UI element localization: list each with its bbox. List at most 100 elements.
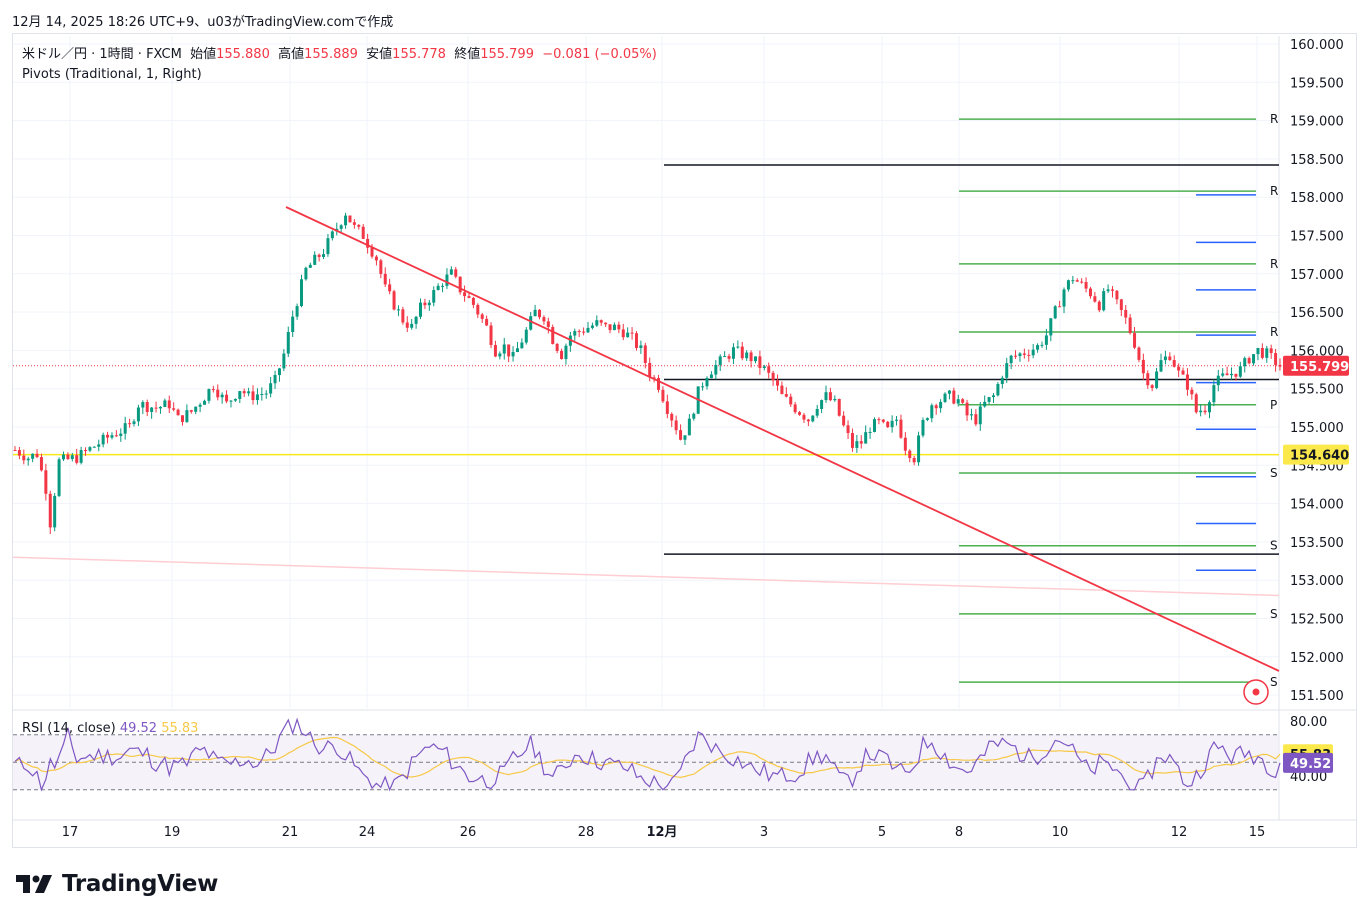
tradingview-logo[interactable]: TradingView: [16, 871, 218, 897]
candle-body: [1212, 385, 1216, 403]
candle-body: [1027, 354, 1031, 356]
candle-body: [780, 385, 784, 395]
candle-body: [308, 264, 312, 268]
candle-body: [216, 389, 220, 398]
candle-body: [176, 409, 180, 416]
candle-body: [374, 256, 378, 261]
time-tick-label: 21: [282, 825, 299, 840]
candle-body: [612, 324, 616, 331]
candle-body: [520, 342, 524, 349]
change-value: −0.081 (−0.05%): [542, 47, 657, 62]
candle-body: [344, 215, 348, 226]
candle-body: [978, 406, 982, 425]
candle-body: [793, 404, 797, 413]
candle-body: [189, 410, 193, 412]
candle-body: [837, 398, 841, 416]
candle-body: [1274, 353, 1278, 365]
candle-body: [158, 406, 162, 409]
close-label: 終値: [454, 47, 481, 62]
time-tick-label: 12: [1171, 825, 1188, 840]
time-tick-label: 5: [878, 825, 886, 840]
candle-body: [564, 345, 568, 359]
candle-body: [850, 433, 854, 448]
candle-body: [1225, 373, 1229, 376]
candle-body: [379, 260, 383, 274]
candle-body: [317, 254, 321, 257]
price-tick-label: 155.500: [1290, 383, 1344, 398]
candle-body: [771, 372, 775, 381]
candle-body: [1000, 377, 1004, 385]
candle-body: [820, 400, 824, 409]
candle-body: [463, 292, 467, 297]
candle-body: [767, 366, 771, 373]
candle-body: [480, 314, 484, 319]
candle-body: [1252, 354, 1256, 364]
candle-body: [626, 332, 630, 338]
downtrend-line: [285, 206, 1280, 672]
candle-body: [35, 453, 39, 458]
candle-body: [718, 356, 722, 365]
candle-body: [665, 401, 669, 414]
candle-body: [723, 356, 727, 358]
candle-body: [956, 399, 960, 404]
candle-body: [1159, 360, 1163, 372]
brand-name: TradingView: [62, 871, 219, 897]
rsi-line: [14, 717, 1281, 792]
candle-body: [890, 420, 894, 428]
candle-body: [903, 437, 907, 451]
candle-body: [1018, 353, 1022, 357]
candle-body: [410, 323, 414, 328]
rsi-ma-line: [14, 736, 1281, 779]
candle-body: [1185, 374, 1189, 390]
candle-body: [798, 412, 802, 415]
rsi-tick-label: 80.00: [1290, 715, 1327, 730]
candle-body: [299, 279, 303, 307]
candle-body: [128, 423, 132, 425]
candle-body: [326, 238, 330, 255]
candle-body: [185, 410, 189, 422]
candle-body: [233, 398, 237, 401]
price-tick-label: 151.500: [1290, 689, 1344, 704]
candle-body: [582, 331, 586, 333]
candle-body: [1221, 373, 1225, 376]
candle-body: [573, 331, 577, 336]
rsi-legend[interactable]: RSI (14, close) 49.52 55.83: [22, 721, 198, 736]
candle-body: [313, 254, 317, 265]
candle-body: [833, 398, 837, 401]
candle-body: [1124, 309, 1128, 318]
candle-body: [674, 420, 678, 431]
price-tick-label: 157.500: [1290, 230, 1344, 245]
pivot-levels: R R R R P S S S S: [664, 112, 1279, 689]
candle-body: [449, 269, 453, 275]
candle-body: [1278, 364, 1282, 367]
candle-body: [1190, 389, 1194, 395]
symbol-label[interactable]: 米ドル／円 · 1時間 · FXCM: [22, 47, 182, 62]
candle-body: [467, 296, 471, 298]
candle-body: [357, 224, 361, 227]
candle-body: [939, 401, 943, 409]
candle-body: [877, 419, 881, 421]
candle-body: [304, 267, 308, 280]
pivots-indicator-label[interactable]: Pivots (Traditional, 1, Right): [22, 67, 202, 82]
price-tick-label: 159.500: [1290, 76, 1344, 91]
candle-body: [61, 454, 65, 460]
pivot-level-label: R: [1270, 325, 1278, 339]
candle-body: [1137, 347, 1141, 360]
candle-body: [132, 421, 136, 424]
candle-body: [445, 274, 449, 286]
candle-body: [1031, 349, 1035, 356]
candle-body: [57, 459, 61, 496]
candle-body: [590, 325, 594, 328]
candle-body: [242, 391, 246, 394]
pivot-level-label: S: [1270, 607, 1278, 621]
candle-body: [811, 415, 815, 422]
candle-body: [992, 395, 996, 398]
candle-body: [652, 377, 656, 379]
candle-body: [1009, 355, 1013, 364]
candle-body: [1177, 366, 1181, 371]
candle-body: [604, 322, 608, 325]
candle-body: [895, 419, 899, 421]
candle-body: [26, 458, 30, 461]
candle-body: [886, 421, 890, 428]
